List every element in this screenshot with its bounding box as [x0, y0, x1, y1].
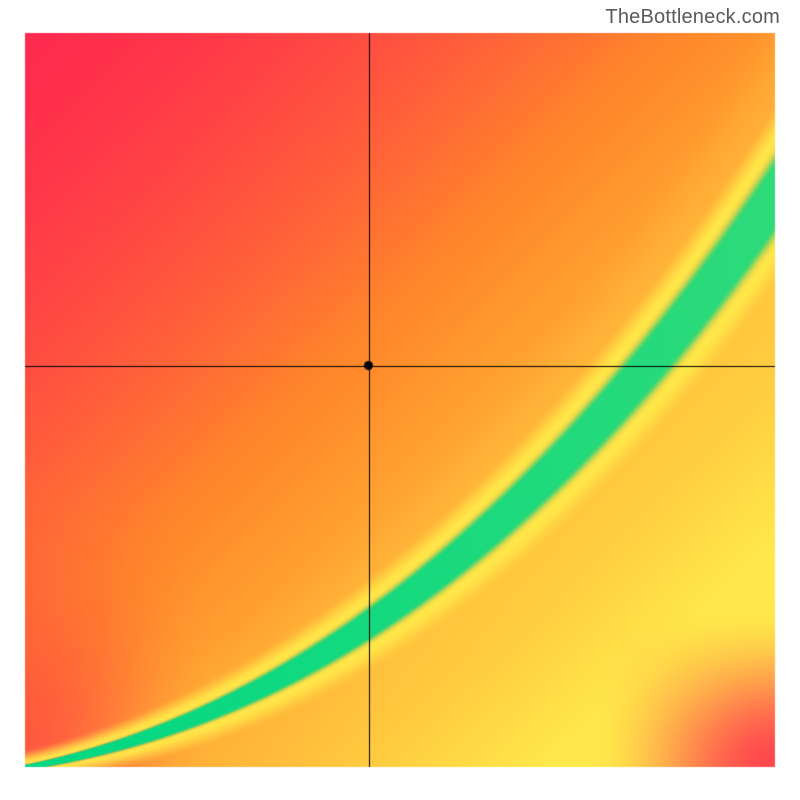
heatmap-canvas [0, 0, 800, 800]
watermark-text: TheBottleneck.com [605, 6, 780, 29]
chart-container: TheBottleneck.com [0, 0, 800, 800]
